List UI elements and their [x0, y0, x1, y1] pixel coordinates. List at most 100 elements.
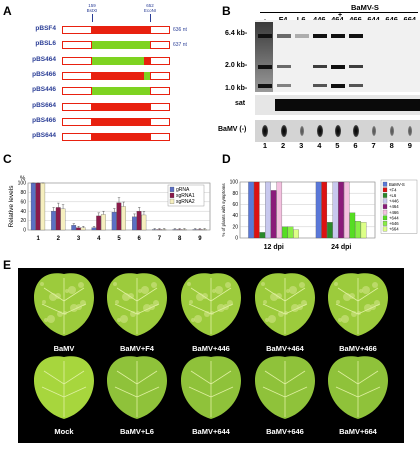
- bar: [355, 221, 361, 239]
- construct-name: pBS664: [32, 101, 56, 109]
- mosaic-spot: [68, 286, 76, 294]
- leaf-veins: [41, 361, 87, 417]
- leaf-veins: [114, 278, 160, 334]
- plant-label: BaMV+466: [339, 344, 377, 353]
- lane-header: L6: [296, 15, 306, 24]
- dot-lane7: [372, 126, 376, 136]
- dot-lane8: [390, 126, 394, 136]
- x-category-label: 6: [138, 236, 142, 242]
- legend-entry: +646: [389, 221, 399, 226]
- leaf-veins: [188, 278, 234, 334]
- legend-swatch: [382, 193, 388, 198]
- panel-label-a: A: [3, 4, 12, 18]
- construct-5prime-seg: [62, 133, 92, 142]
- construct-length: 637 nt: [173, 42, 187, 49]
- leaf-veins: [335, 361, 381, 417]
- legend-swatch: [382, 187, 388, 193]
- bar: [116, 202, 122, 231]
- construct-3prime-variant-seg: [144, 87, 150, 96]
- lane-number: 1: [262, 141, 268, 150]
- mosaic-spot: [138, 289, 142, 293]
- y-tick-label: 80: [232, 191, 238, 197]
- mosaic-spot: [44, 318, 48, 322]
- dot-lane5: [335, 125, 341, 137]
- y-tick-label: 0: [23, 228, 26, 234]
- lane-header: 466: [349, 15, 362, 24]
- leaf: [255, 273, 315, 336]
- y-tick-label: 80: [20, 190, 26, 196]
- leaf-veins: [188, 361, 234, 417]
- leaf-photos: [34, 273, 388, 419]
- plant-label: Mock: [54, 427, 74, 436]
- legend-entry: +L6: [389, 193, 397, 198]
- x-category-label: 7: [158, 236, 162, 242]
- bar: [338, 181, 344, 239]
- y-tick-label: 40: [232, 213, 238, 219]
- legend-entry: +644: [389, 215, 399, 220]
- construct-3prime-seg: [150, 71, 170, 80]
- y-tick-label: 100: [18, 181, 27, 187]
- dot-lane1: [262, 125, 268, 137]
- y-tick-label: 60: [232, 202, 238, 208]
- leaf: [107, 356, 167, 419]
- construct-middle-seg: [92, 26, 144, 34]
- marker-2-0kb: 2.0 kb-: [225, 62, 248, 69]
- construct-5prime-seg: [62, 87, 92, 96]
- band-lane1-1kb: [258, 84, 272, 88]
- leaf-veins: [114, 361, 160, 417]
- dot-lane3: [300, 126, 304, 136]
- legend-entry: BaMV-S: [389, 182, 405, 187]
- lane-number: 3: [299, 141, 304, 150]
- lane-header: 446: [313, 15, 326, 24]
- x-category-label: 24 dpi: [331, 244, 351, 251]
- dot-lane2: [281, 125, 287, 137]
- y-tick-label: 0: [235, 236, 238, 242]
- mosaic-spot: [215, 286, 223, 294]
- band-lane4-1kb: [313, 84, 327, 87]
- sat-label: sat: [235, 100, 246, 107]
- bar: [121, 206, 126, 231]
- construct-middle-seg: [92, 87, 144, 96]
- band-lane4-6kb: [313, 34, 327, 38]
- construct-3prime-variant-seg: [144, 102, 150, 111]
- bar: [248, 181, 254, 239]
- leaf: [181, 273, 241, 336]
- lane-number: 5: [335, 141, 340, 150]
- band-lane6-2kb: [349, 65, 363, 68]
- chart-c-relative-levels: 100 80 60 40 20 0 1 2 3 4 5 6 7 8 9 Relative levels% gRN…: [8, 176, 211, 242]
- y-tick-label: 60: [20, 199, 26, 205]
- legend-entry: sgRNA2: [176, 199, 195, 205]
- legend-swatch: [169, 198, 175, 204]
- bar: [253, 181, 260, 239]
- site-econi-line: [150, 14, 151, 22]
- site-econi-pos: 652: [146, 3, 154, 8]
- bar: [76, 227, 81, 231]
- plant-label: BaMV+L6: [120, 427, 154, 436]
- leaf-veins: [262, 278, 308, 334]
- bar: [71, 225, 77, 231]
- mosaic-spot: [289, 286, 297, 294]
- mosaic-spot: [194, 315, 202, 323]
- legend-swatch: [382, 215, 388, 221]
- construct-middle-seg: [92, 71, 144, 80]
- bar: [141, 214, 147, 231]
- leaf-veins: [41, 278, 87, 334]
- band-lane2-6kb: [277, 34, 291, 38]
- legend-entry: sgRNA1: [176, 193, 195, 199]
- band-lane1-2kb: [258, 65, 272, 69]
- panel-e-photo: BaMV BaMV+F4 BaMV+446 BaMV+464 BaMV+466 Mock B…: [18, 268, 404, 443]
- legend-swatch: [382, 181, 388, 187]
- construct-name: pBS464: [32, 55, 56, 63]
- construct-3prime-seg: [150, 41, 170, 50]
- legend-entry: +464: [389, 204, 399, 209]
- legend-box: [167, 184, 205, 207]
- bar: [51, 211, 56, 231]
- bar: [270, 190, 277, 239]
- construct-5prime-seg: [62, 56, 92, 65]
- construct-middle-seg: [92, 117, 144, 126]
- construct-name: pBSL6: [35, 40, 56, 48]
- band-lane3-6kb: [295, 34, 309, 38]
- x-category-label: 2: [57, 236, 61, 242]
- y-axis-label: % of plants with symptoms: [221, 183, 226, 237]
- legend-swatch: [382, 226, 388, 232]
